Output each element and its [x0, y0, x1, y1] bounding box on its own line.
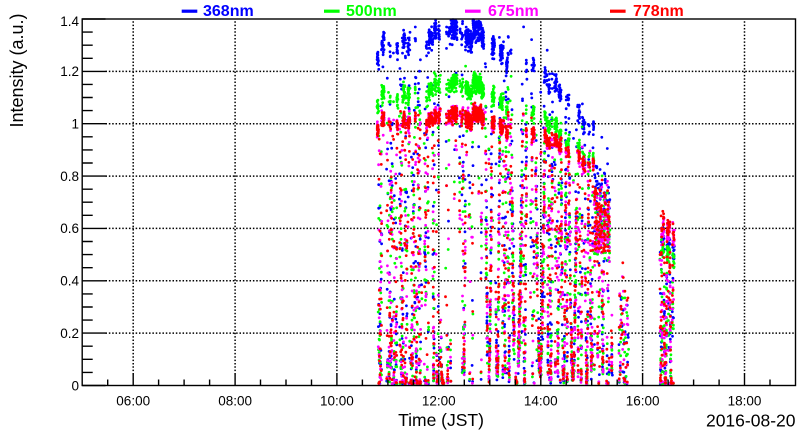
svg-text:Time (JST): Time (JST)	[398, 410, 484, 430]
svg-text:18:00: 18:00	[728, 394, 762, 409]
svg-text:0: 0	[71, 378, 79, 393]
svg-text:0.2: 0.2	[60, 326, 79, 341]
svg-text:1: 1	[71, 117, 79, 132]
svg-text:12:00: 12:00	[422, 394, 456, 409]
svg-text:08:00: 08:00	[218, 394, 252, 409]
svg-text:0.6: 0.6	[60, 221, 79, 236]
svg-text:10:00: 10:00	[320, 394, 354, 409]
svg-text:Intensity (a.u.): Intensity (a.u.)	[7, 13, 27, 127]
svg-text:500nm: 500nm	[346, 3, 397, 20]
svg-text:1.2: 1.2	[60, 64, 79, 79]
svg-text:778nm: 778nm	[633, 3, 684, 20]
svg-text:368nm: 368nm	[203, 3, 254, 20]
svg-text:675nm: 675nm	[488, 3, 539, 20]
svg-text:1.4: 1.4	[60, 14, 79, 29]
svg-text:0.4: 0.4	[60, 274, 79, 289]
svg-text:16:00: 16:00	[626, 394, 660, 409]
svg-text:2016-08-20: 2016-08-20	[706, 411, 796, 431]
svg-text:14:00: 14:00	[524, 394, 558, 409]
svg-text:0.8: 0.8	[60, 169, 79, 184]
svg-text:06:00: 06:00	[116, 394, 150, 409]
